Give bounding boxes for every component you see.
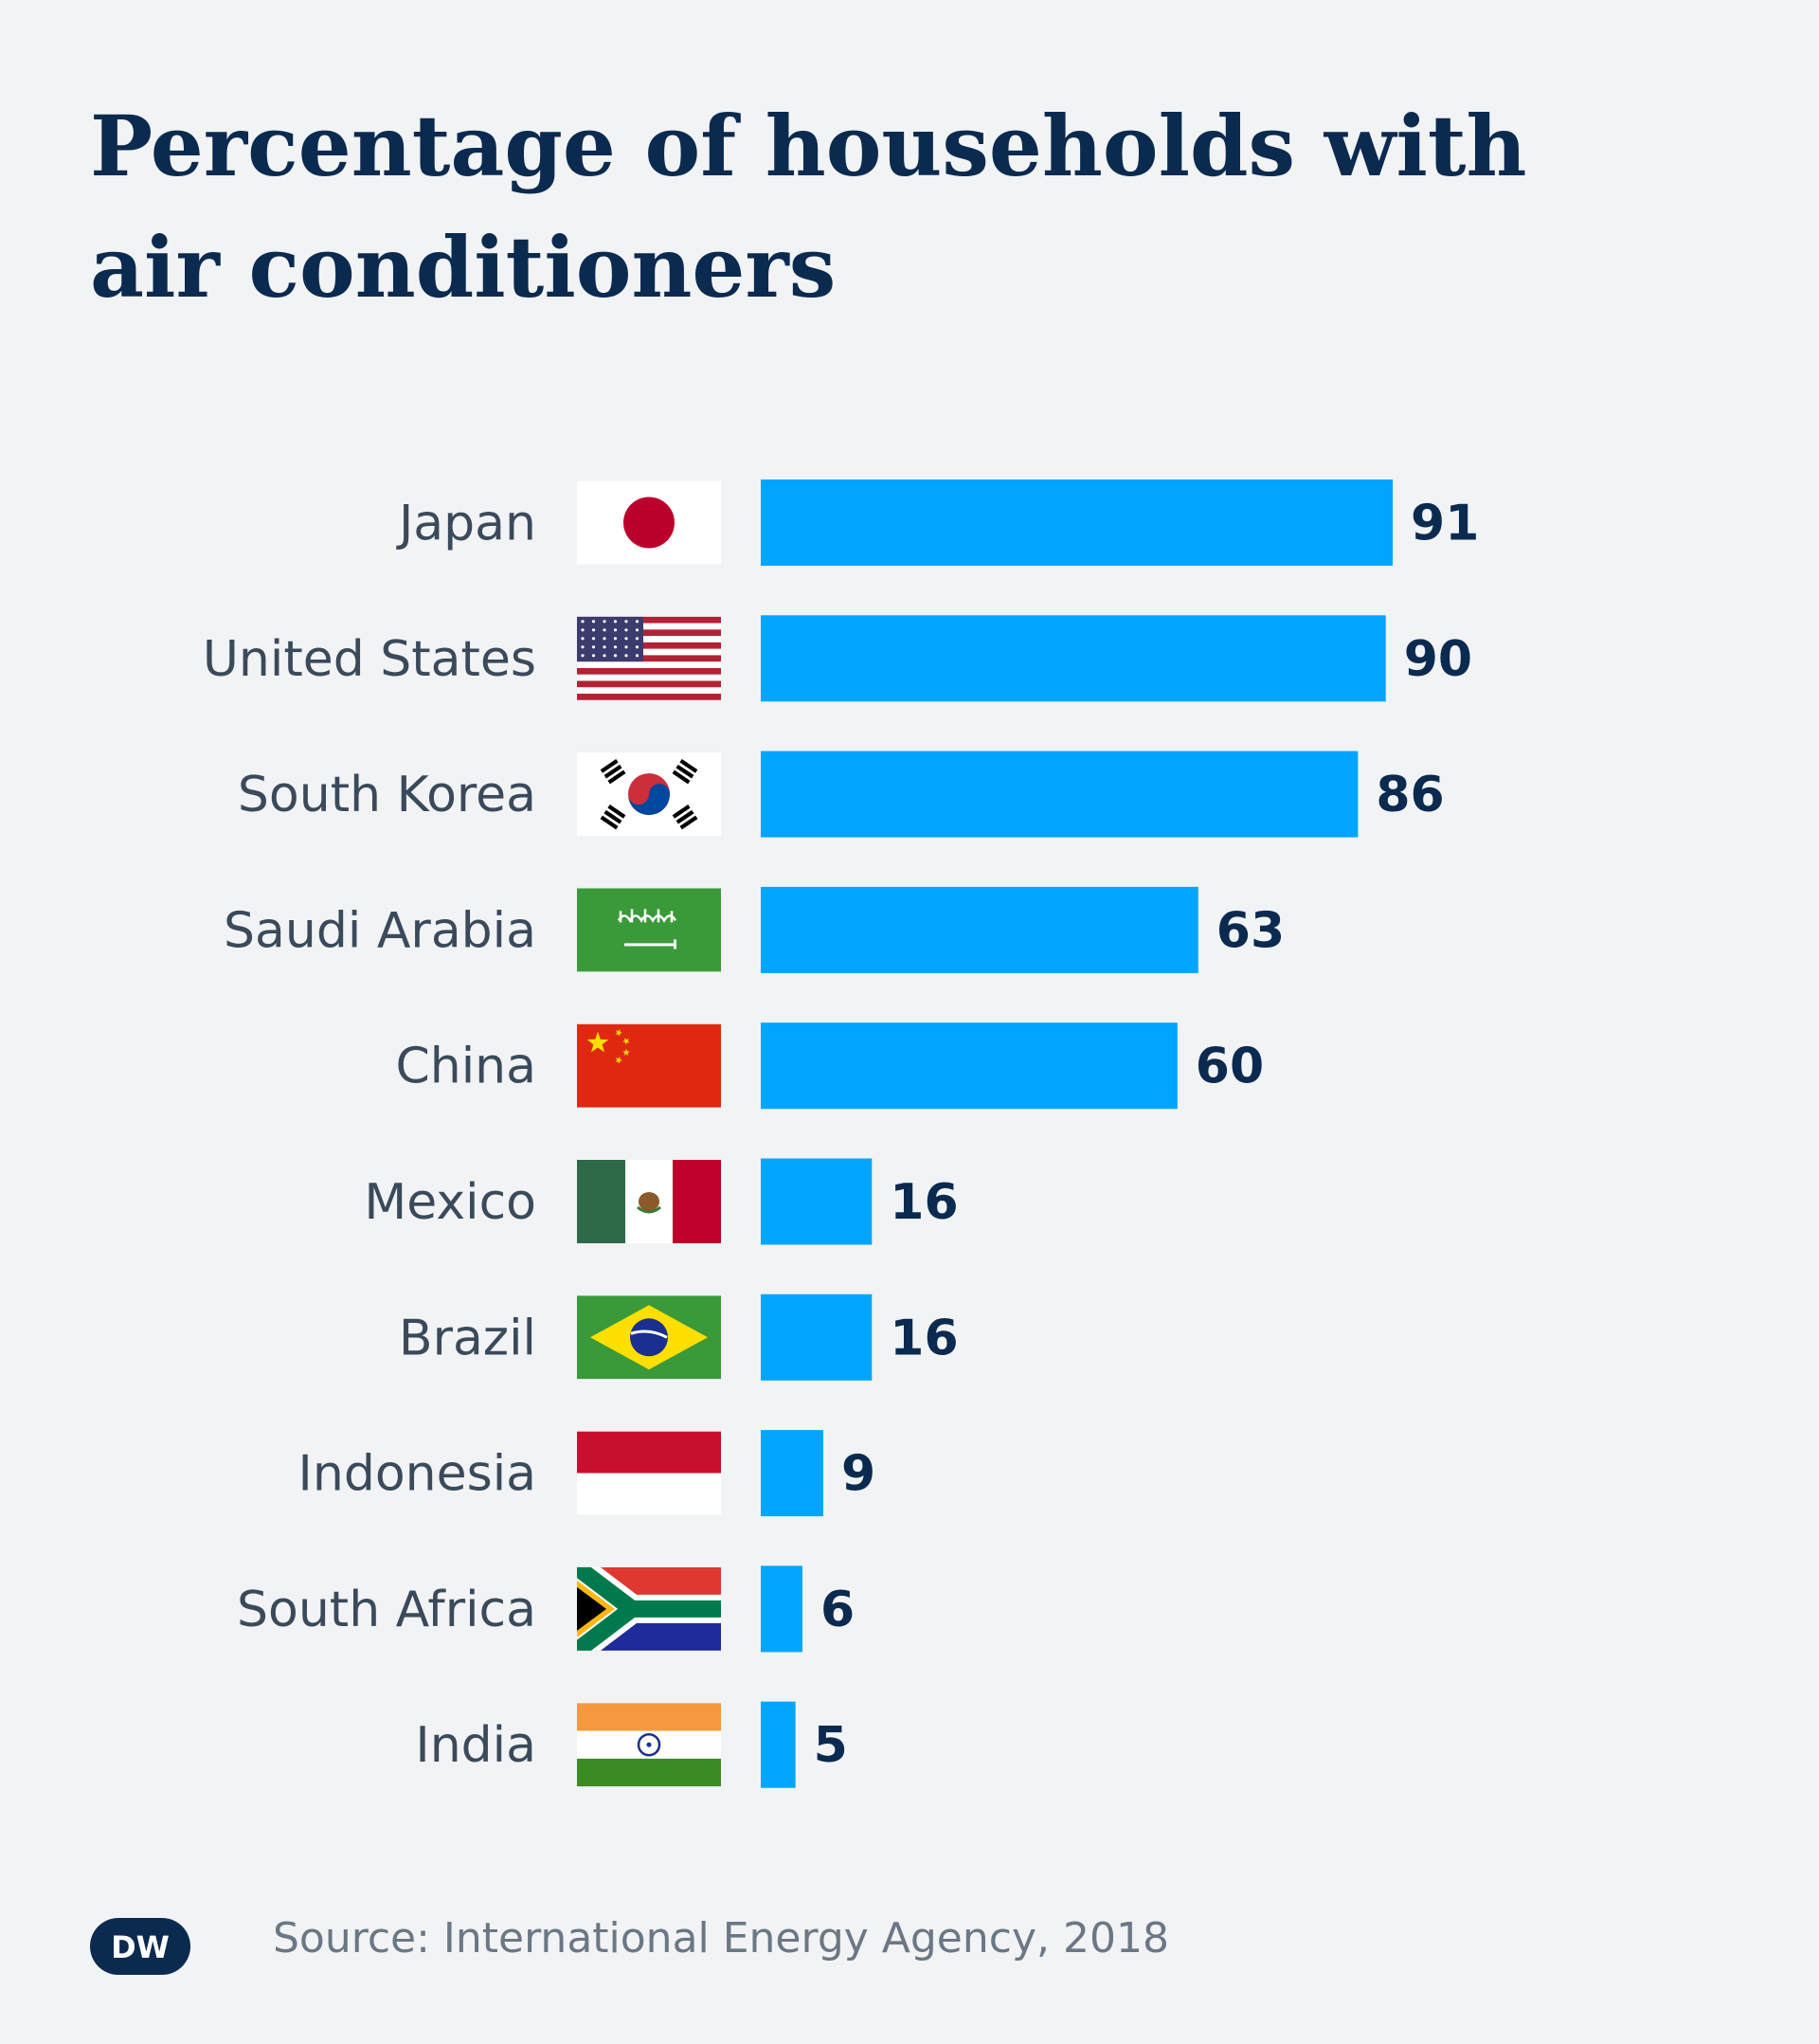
flag-indonesia-icon bbox=[577, 1431, 721, 1515]
bar-india bbox=[761, 1701, 796, 1788]
category-label-india: India bbox=[415, 1717, 536, 1774]
flag-india-icon bbox=[577, 1703, 721, 1787]
bar-brazil bbox=[761, 1293, 873, 1381]
value-label-indonesia: 9 bbox=[841, 1446, 875, 1503]
value-label-saudi-arabia: 63 bbox=[1216, 902, 1285, 959]
category-label-south-africa: South Africa bbox=[237, 1582, 536, 1638]
value-label-united-states: 90 bbox=[1404, 631, 1472, 688]
value-label-brazil: 16 bbox=[890, 1310, 958, 1366]
flag-brazil-icon bbox=[577, 1295, 721, 1380]
category-label-china: China bbox=[395, 1039, 536, 1095]
category-label-indonesia: Indonesia bbox=[298, 1446, 536, 1503]
value-label-india: 5 bbox=[814, 1717, 848, 1774]
bar-mexico bbox=[761, 1158, 873, 1245]
bar-south-korea bbox=[761, 751, 1359, 838]
dw-logo: DW bbox=[90, 1918, 190, 1975]
flag-china-icon bbox=[577, 1023, 721, 1108]
category-label-japan: Japan bbox=[396, 496, 536, 552]
source-note: Source: International Energy Agency, 201… bbox=[273, 1914, 1169, 1963]
value-label-mexico: 16 bbox=[890, 1174, 958, 1231]
chart-title: Percentage of households with air condit… bbox=[90, 97, 1527, 317]
svg-text:DW: DW bbox=[111, 1929, 170, 1965]
category-label-united-states: United States bbox=[203, 631, 536, 688]
bar-united-states bbox=[761, 615, 1386, 702]
category-label-south-korea: South Korea bbox=[238, 767, 536, 823]
category-label-mexico: Mexico bbox=[364, 1174, 536, 1231]
value-label-japan: 91 bbox=[1411, 496, 1479, 552]
flag-saudi-arabia-icon bbox=[577, 888, 721, 972]
value-label-china: 60 bbox=[1196, 1039, 1264, 1095]
value-label-south-korea: 86 bbox=[1376, 767, 1444, 823]
bar-indonesia bbox=[761, 1430, 823, 1517]
bar-south-africa bbox=[761, 1565, 802, 1653]
bar-saudi-arabia bbox=[761, 886, 1198, 973]
flag-mexico-icon bbox=[577, 1160, 721, 1243]
bar-japan bbox=[761, 479, 1394, 566]
flag-japan-icon bbox=[577, 480, 721, 565]
flag-united-states-icon bbox=[577, 616, 721, 700]
flag-south-korea-icon bbox=[577, 752, 721, 837]
category-label-saudi-arabia: Saudi Arabia bbox=[224, 902, 536, 959]
category-label-brazil: Brazil bbox=[399, 1310, 536, 1366]
flag-south-africa-icon bbox=[577, 1566, 721, 1651]
value-label-south-africa: 6 bbox=[820, 1582, 855, 1638]
bar-china bbox=[761, 1022, 1178, 1110]
